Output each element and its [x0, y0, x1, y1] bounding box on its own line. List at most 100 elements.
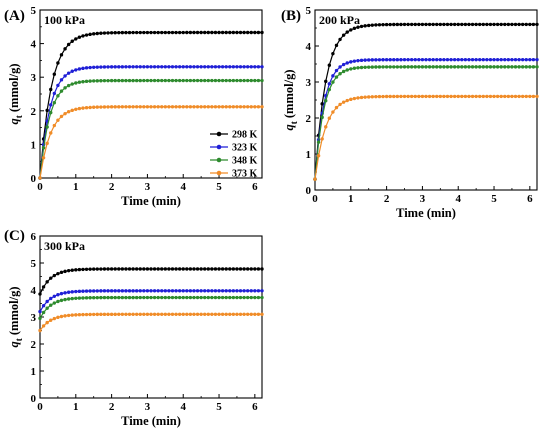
data-point	[431, 65, 435, 69]
data-point	[235, 30, 239, 35]
data-point	[99, 79, 103, 83]
data-point	[152, 267, 157, 271]
data-point	[66, 313, 71, 318]
data-point	[66, 42, 71, 47]
data-point	[503, 94, 507, 99]
data-point	[95, 31, 99, 36]
data-point	[174, 78, 178, 83]
data-point	[77, 106, 82, 111]
y-axis-unit: (mmol/g)	[7, 287, 21, 339]
data-point	[438, 22, 443, 27]
data-point	[488, 65, 493, 69]
panel-label: (B)	[281, 8, 301, 24]
data-point	[356, 58, 360, 63]
data-point	[95, 79, 99, 83]
y-tick-label: 1	[31, 139, 37, 151]
y-tick-label: 4	[306, 41, 312, 53]
data-point	[388, 58, 392, 62]
series-348k	[313, 65, 539, 181]
data-point	[417, 57, 421, 62]
data-point	[260, 289, 264, 293]
data-point	[142, 30, 146, 35]
legend-label: 298 K	[232, 130, 258, 141]
data-point	[56, 94, 60, 98]
data-point	[260, 267, 264, 271]
data-point	[63, 297, 67, 302]
data-point	[517, 65, 521, 69]
data-point	[210, 30, 214, 35]
data-point	[106, 78, 110, 83]
data-point	[117, 65, 121, 69]
data-point	[367, 95, 371, 99]
data-point	[331, 51, 335, 56]
data-point	[206, 267, 210, 271]
data-point	[220, 65, 225, 69]
data-point	[131, 267, 135, 271]
data-point	[260, 78, 264, 83]
data-point	[470, 22, 475, 27]
data-point	[495, 65, 500, 69]
data-point	[313, 177, 317, 181]
data-point	[220, 105, 225, 109]
y-tick-label: 4	[31, 39, 37, 51]
data-point	[145, 289, 150, 293]
data-point	[217, 295, 221, 300]
data-point	[152, 65, 157, 69]
data-point	[52, 91, 57, 96]
data-point	[63, 86, 67, 90]
data-point	[109, 31, 114, 35]
data-point	[156, 30, 160, 35]
data-point	[56, 271, 60, 276]
data-point	[185, 312, 189, 316]
data-point	[513, 94, 518, 99]
data-point	[177, 30, 182, 35]
series-373k	[313, 94, 539, 181]
data-point	[127, 105, 132, 109]
data-point	[488, 57, 493, 62]
x-tick-label: 0	[312, 193, 318, 205]
data-point	[77, 296, 82, 300]
data-point	[70, 290, 74, 294]
data-point	[199, 295, 203, 300]
data-point	[145, 65, 150, 69]
data-point	[138, 65, 142, 69]
data-point	[520, 57, 525, 62]
data-point	[102, 65, 107, 69]
data-point	[142, 312, 146, 317]
data-point	[131, 78, 135, 83]
data-point	[217, 78, 221, 83]
data-point	[260, 105, 264, 109]
data-point	[95, 312, 99, 317]
data-point	[345, 98, 349, 103]
data-point	[478, 65, 482, 69]
data-point	[535, 65, 539, 69]
y-axis-symbol: q	[7, 118, 21, 124]
data-point	[177, 295, 182, 300]
data-point	[524, 57, 528, 62]
data-point	[388, 22, 392, 27]
data-point	[381, 65, 385, 69]
data-point	[392, 94, 396, 99]
data-point	[228, 267, 232, 271]
data-point	[170, 295, 175, 300]
data-point	[77, 267, 82, 272]
data-point	[88, 65, 92, 70]
data-point	[84, 312, 89, 317]
data-point	[138, 312, 142, 317]
data-point	[495, 57, 500, 62]
y-axis-subscript: t	[14, 115, 24, 118]
data-point	[510, 65, 514, 69]
x-tick-label: 2	[109, 401, 115, 413]
data-point	[152, 78, 157, 83]
data-point	[352, 59, 357, 63]
data-point	[231, 105, 236, 109]
data-point	[503, 22, 507, 27]
data-point	[460, 94, 464, 99]
data-point	[238, 30, 243, 35]
data-point	[181, 295, 185, 300]
data-point	[528, 22, 532, 27]
data-point	[56, 293, 60, 297]
data-point	[324, 79, 328, 84]
legend-swatch-marker	[216, 157, 222, 163]
data-point	[452, 94, 457, 99]
